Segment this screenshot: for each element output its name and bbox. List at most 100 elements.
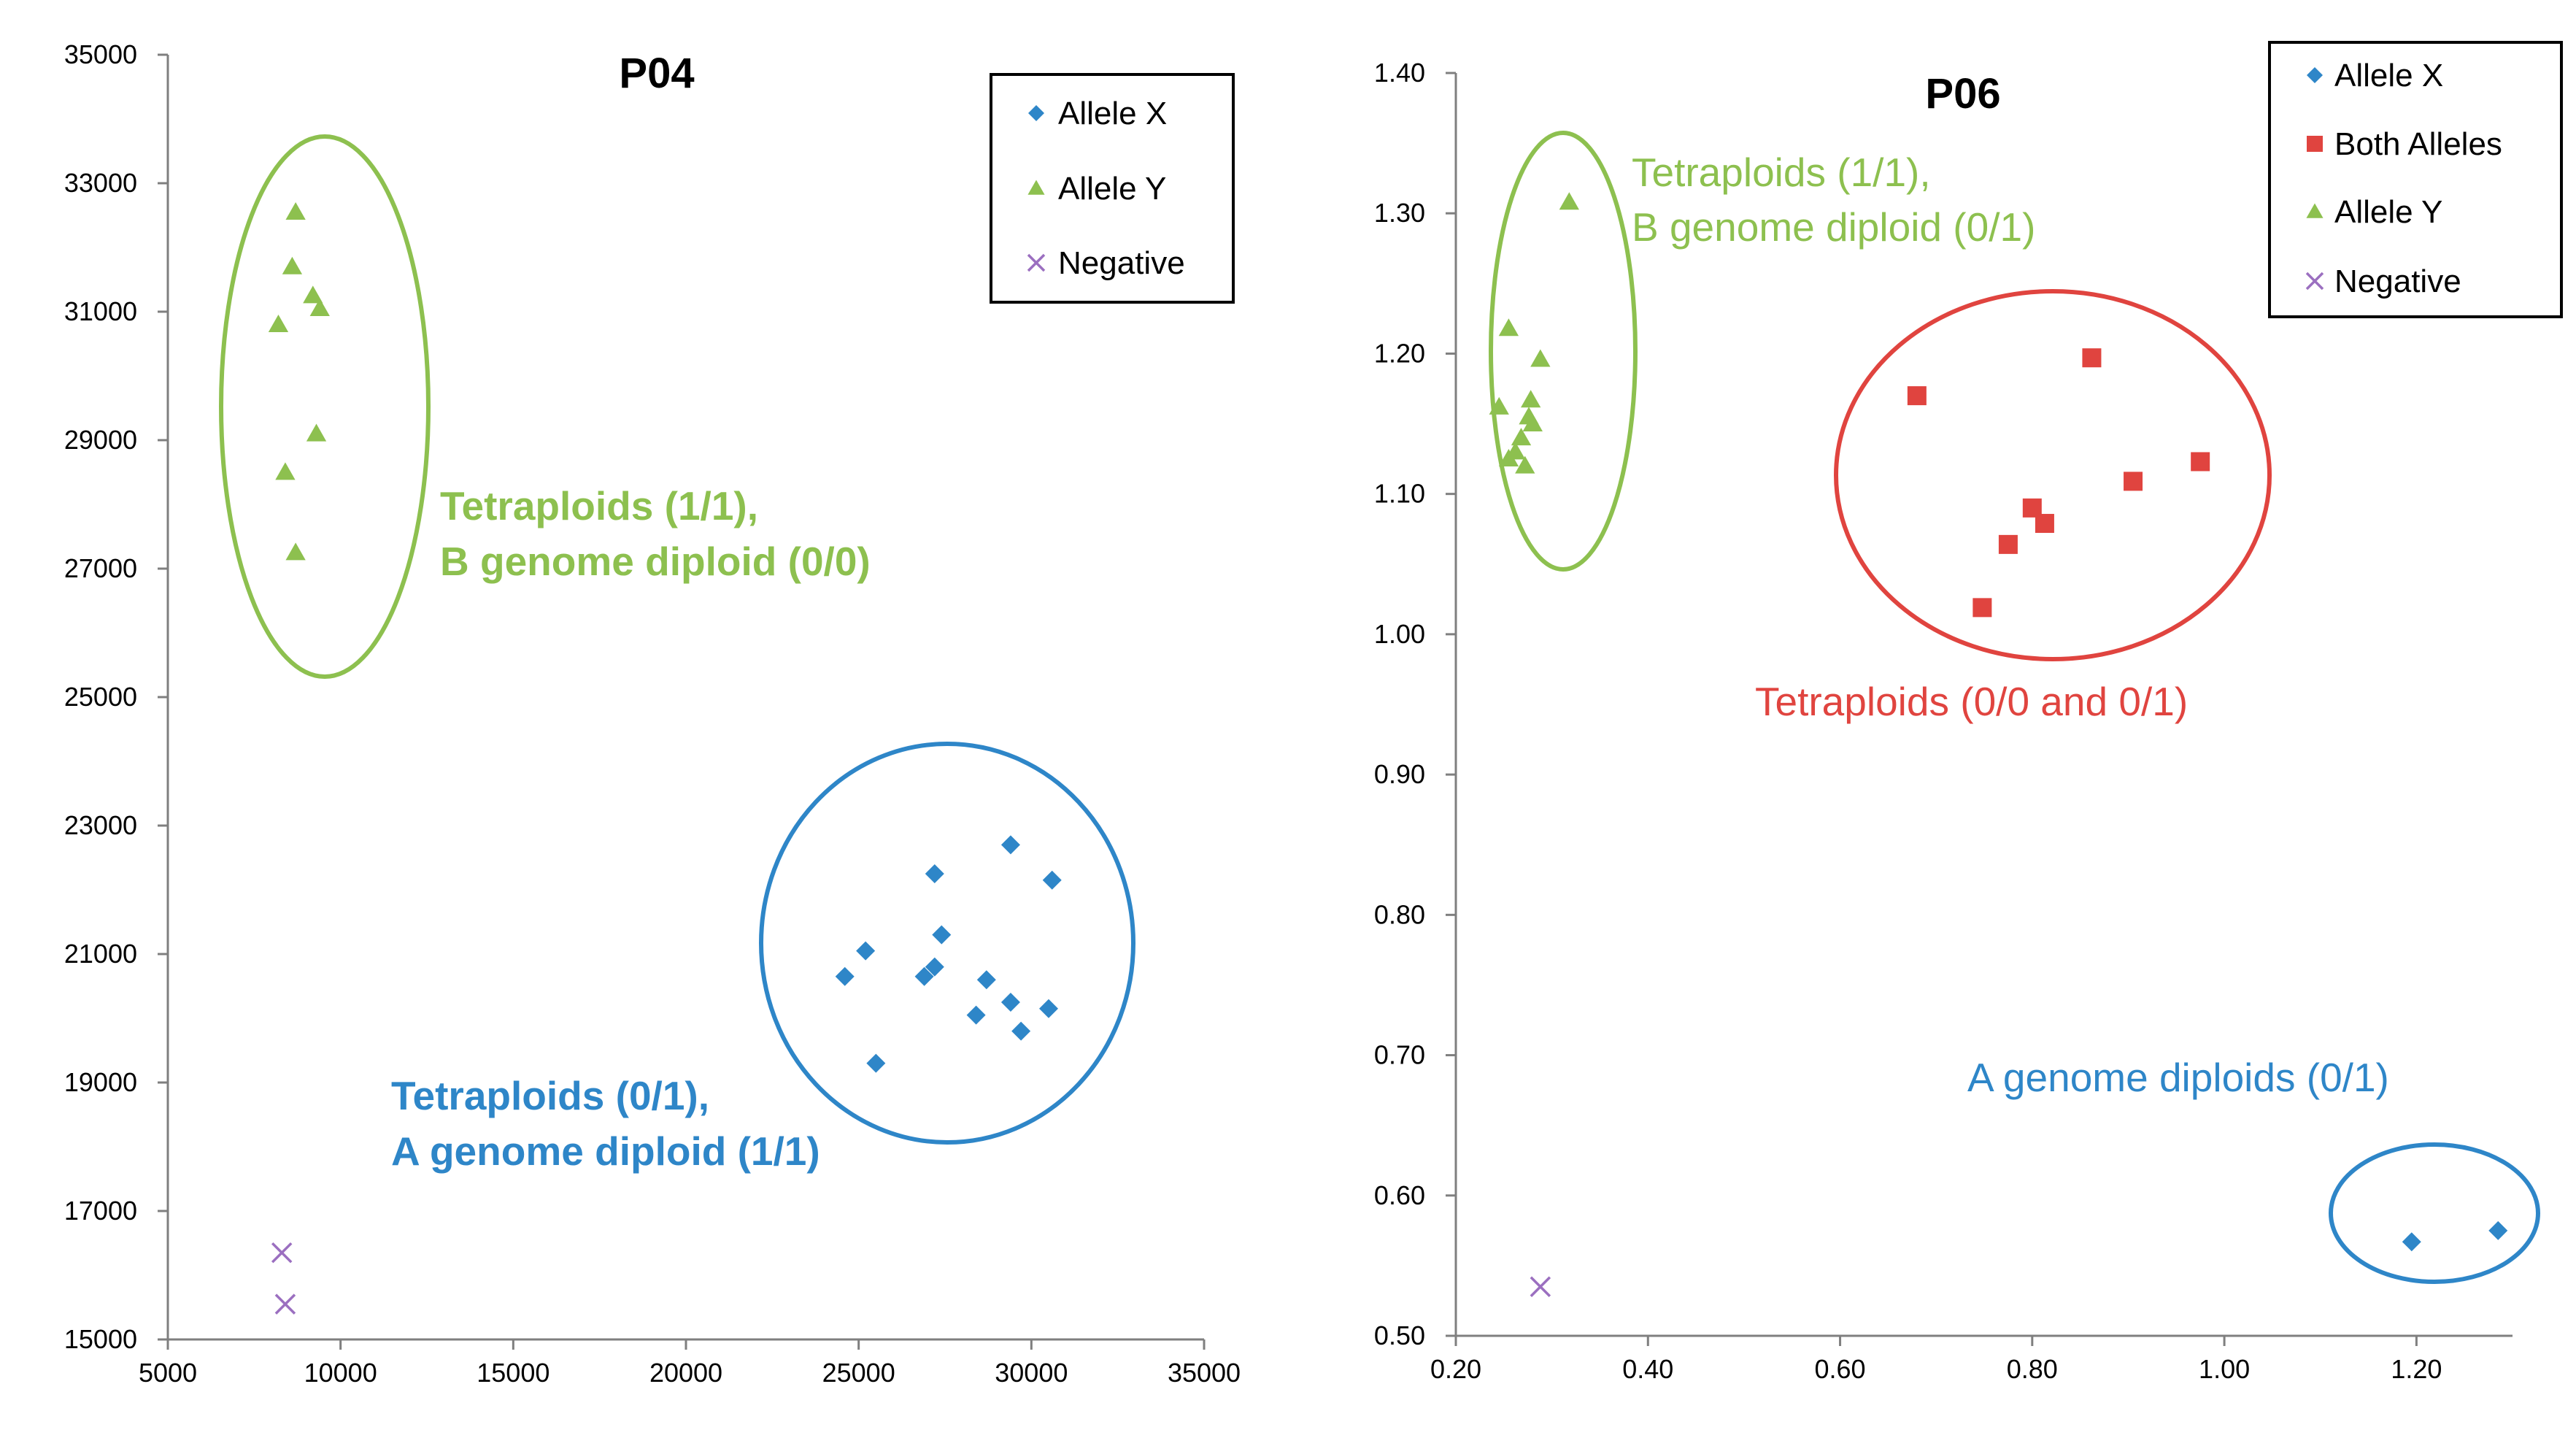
- p04-annotation-allele-y-line2: B genome diploid (0/0): [440, 539, 871, 584]
- p04-point-allele-y: [285, 201, 306, 220]
- p06-point-allele-y: [1522, 413, 1543, 431]
- p06-legend-box: [2268, 41, 2563, 318]
- p04-point-allele-x: [914, 966, 934, 986]
- p04-y-tick-label: 25000: [64, 682, 137, 712]
- p04-x-tick-label: 25000: [822, 1358, 895, 1388]
- p04-point-allele-y: [309, 298, 330, 316]
- p04-point-allele-y: [275, 462, 296, 480]
- p04-annotation-allele-x-line1: Tetraploids (0/1),: [391, 1073, 709, 1118]
- p04-point-allele-x: [925, 957, 944, 977]
- p04-point-allele-y: [303, 285, 323, 304]
- p06-cluster-ellipses: [1489, 131, 2540, 1284]
- p06-point-both-alleles: [2124, 472, 2143, 491]
- p04-point-allele-y: [285, 542, 306, 561]
- p04-y-tick-label: 23000: [64, 810, 137, 840]
- p04-annotation-allele-y-line1: Tetraploids (1/1),: [440, 483, 758, 528]
- p06-points: [1489, 192, 2508, 1297]
- p06-y-tick-label: 1.10: [1374, 479, 1425, 509]
- p04-y-tick-label: 35000: [64, 39, 137, 69]
- p04-point-allele-y: [268, 314, 289, 332]
- p06-point-both-alleles: [2191, 452, 2210, 472]
- p06-y-tick-label: 1.30: [1374, 198, 1425, 228]
- p06-x-tick-label: 0.60: [1815, 1354, 1866, 1384]
- p06-allele-x-cluster-ellipse: [2329, 1142, 2540, 1284]
- p04-point-allele-x: [966, 1005, 986, 1025]
- p04-y-tick-label: 27000: [64, 553, 137, 583]
- p04-point-allele-x: [976, 970, 996, 990]
- p04-legend-label-allele-y: Allele Y: [1058, 171, 1166, 207]
- p04-point-allele-x: [1000, 835, 1020, 855]
- p04-allele-x-cluster-ellipse: [759, 742, 1135, 1145]
- p06-y-tick-label: 0.70: [1374, 1040, 1425, 1070]
- p06-annotation-allele-y: Tetraploids (1/1), B genome diploid (0/1…: [1632, 150, 2035, 250]
- p04-point-allele-x: [1011, 1021, 1031, 1041]
- p06-x-tick-label: 0.40: [1622, 1354, 1673, 1384]
- p06-legend: Allele X Both Alleles Allele Y Negative: [2268, 41, 2563, 318]
- p04-point-allele-x: [1000, 993, 1020, 1012]
- p06-axes: 0.50 0.60 0.70 0.80 0.90 1.00 1.10 1.20 1.30 1.40…: [1374, 58, 2513, 1384]
- p04-legend-label-allele-x: Allele X: [1058, 96, 1167, 131]
- p04-y-tick-label: 31000: [64, 296, 137, 326]
- p04-allele-y-cluster-ellipse: [219, 134, 431, 679]
- p04-point-allele-x: [1042, 870, 1062, 890]
- p04-x-tick-label: 35000: [1168, 1358, 1241, 1388]
- p04-point-allele-x: [932, 925, 952, 945]
- p04-point-allele-x: [925, 864, 944, 883]
- p06-title: P06: [1925, 70, 2000, 118]
- p06-point-both-alleles: [2035, 514, 2054, 534]
- p04-point-allele-x: [1039, 999, 1058, 1018]
- p06-legend-marker-allele-x: [2307, 67, 2323, 83]
- p06-annotation-both-alleles: Tetraploids (0/0 and 0/1): [1755, 679, 2188, 724]
- p06-point-negative: [1530, 1276, 1551, 1297]
- p06-annotation-allele-y-line1: Tetraploids (1/1),: [1632, 150, 1931, 195]
- p04-cluster-ellipses: [219, 134, 1135, 1145]
- p06-x-tick-label: 1.20: [2391, 1354, 2442, 1384]
- p06-y-tick-label: 1.00: [1374, 619, 1425, 649]
- p06-point-both-alleles: [2082, 348, 2102, 368]
- p06-point-both-alleles: [1907, 386, 1927, 406]
- p04-x-tick-label: 20000: [649, 1358, 722, 1388]
- chart-p04: 15000 17000 19000 21000 23000 25000 27000 29000…: [64, 39, 1241, 1388]
- p04-x-tick-label: 10000: [304, 1358, 377, 1388]
- p04-annotation-allele-y: Tetraploids (1/1), B genome diploid (0/0…: [440, 483, 871, 584]
- p06-x-tick-label: 1.00: [2199, 1354, 2250, 1384]
- p04-x-tick-label: 30000: [995, 1358, 1068, 1388]
- p06-annotation-allele-y-line2: B genome diploid (0/1): [1632, 204, 2035, 250]
- p04-legend-label-negative: Negative: [1058, 245, 1185, 281]
- p06-y-tick-label: 0.60: [1374, 1180, 1425, 1210]
- p04-x-tick-label: 15000: [477, 1358, 549, 1388]
- p06-legend-marker-both-alleles: [2307, 136, 2323, 152]
- p04-y-tick-label: 33000: [64, 168, 137, 198]
- p06-x-tick-label: 0.20: [1430, 1354, 1481, 1384]
- p06-point-allele-y: [1498, 448, 1519, 467]
- p04-legend-marker-allele-y: [1027, 180, 1045, 195]
- p04-y-tick-label: 17000: [64, 1196, 137, 1226]
- p04-point-negative: [271, 1242, 293, 1264]
- p04-legend: Allele X Allele Y Negative: [990, 73, 1235, 304]
- p04-point-negative: [274, 1293, 296, 1315]
- p04-point-allele-x: [856, 941, 876, 961]
- p06-legend-label-allele-y: Allele Y: [2334, 194, 2442, 230]
- p04-axes: 15000 17000 19000 21000 23000 25000 27000 29000…: [64, 39, 1241, 1388]
- p06-legend-label-allele-x: Allele X: [2334, 58, 2443, 93]
- p06-legend-marker-allele-y: [2306, 203, 2324, 218]
- p06-legend-label-negative: Negative: [2334, 264, 2461, 299]
- p06-point-allele-y: [1511, 428, 1532, 446]
- p06-x-tick-label: 0.80: [2007, 1354, 2058, 1384]
- p04-point-allele-x: [866, 1053, 886, 1073]
- p04-point-allele-y: [306, 423, 327, 442]
- p04-title: P04: [619, 50, 694, 97]
- p04-points: [268, 201, 1062, 1315]
- p06-point-both-alleles: [1998, 534, 2018, 554]
- p04-legend-marker-allele-x: [1028, 105, 1044, 121]
- p06-point-allele-y: [1559, 192, 1579, 210]
- p06-y-tick-label: 0.80: [1374, 899, 1425, 929]
- p04-legend-marker-negative: [1027, 253, 1046, 272]
- p04-annotation-allele-x: Tetraploids (0/1), A genome diploid (1/1…: [391, 1073, 820, 1174]
- p06-legend-label-both-alleles: Both Alleles: [2334, 126, 2502, 162]
- p06-point-allele-y: [1515, 455, 1535, 474]
- p04-y-tick-label: 29000: [64, 425, 137, 455]
- chart-p06: 0.50 0.60 0.70 0.80 0.90 1.00 1.10 1.20 1.30 1.40…: [1374, 41, 2563, 1384]
- p06-point-allele-y: [1530, 349, 1551, 367]
